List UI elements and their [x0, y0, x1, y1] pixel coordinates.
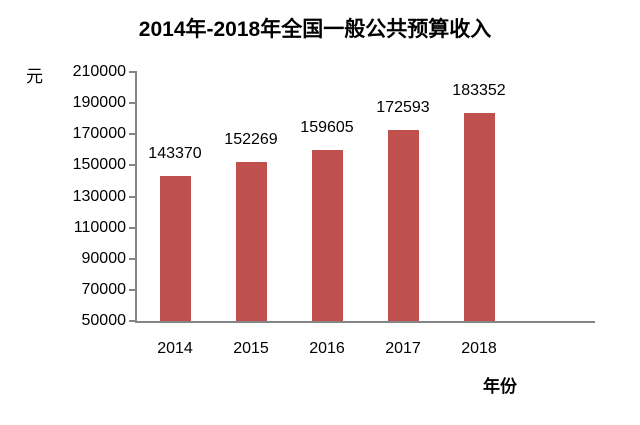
bar-value-label: 183352 — [452, 82, 506, 99]
bar — [159, 176, 191, 321]
x-tick-label: 2018 — [461, 340, 497, 357]
y-tick-label: 130000 — [72, 187, 126, 205]
x-tick-label: 2017 — [385, 340, 421, 357]
y-tick-mark — [129, 288, 137, 291]
plot-area: 210000 190000 170000 150000 130000 110000 9000… — [73, 63, 595, 357]
y-tick-mark — [129, 226, 137, 229]
y-tick-mark — [129, 102, 137, 105]
bar-value-label: 172593 — [376, 99, 430, 116]
y-tick-mark — [129, 133, 137, 136]
chart-title: 2014年-2018年全国一般公共预算收入 — [138, 18, 492, 41]
x-axis-title: 年份 — [483, 377, 517, 396]
bar — [311, 150, 343, 321]
y-tick-mark — [129, 320, 137, 322]
y-tick-label: 90000 — [81, 249, 127, 267]
y-tick-label: 170000 — [72, 125, 126, 143]
bar — [235, 162, 267, 321]
y-tick-label: 70000 — [81, 280, 127, 298]
y-tick-label: 50000 — [81, 312, 127, 329]
x-tick-label: 2014 — [157, 340, 193, 357]
bar-value-label: 152269 — [224, 131, 278, 148]
y-tick-mark — [129, 71, 137, 73]
y-tick-mark — [129, 195, 137, 198]
y-tick-label: 150000 — [72, 156, 126, 174]
y-tick-label: 210000 — [72, 63, 126, 80]
y-tick-mark — [129, 164, 137, 167]
bar-value-label: 143370 — [148, 145, 202, 162]
y-tick-mark — [129, 257, 137, 260]
x-tick-label: 2016 — [309, 340, 345, 357]
y-tick-label: 190000 — [72, 94, 126, 112]
bar-value-label: 159605 — [300, 119, 354, 136]
x-tick-label: 2015 — [233, 340, 269, 357]
bar — [463, 113, 495, 321]
y-tick-label: 110000 — [73, 218, 126, 236]
bar — [387, 130, 419, 321]
y-axis-unit-label: 元 — [26, 67, 43, 86]
